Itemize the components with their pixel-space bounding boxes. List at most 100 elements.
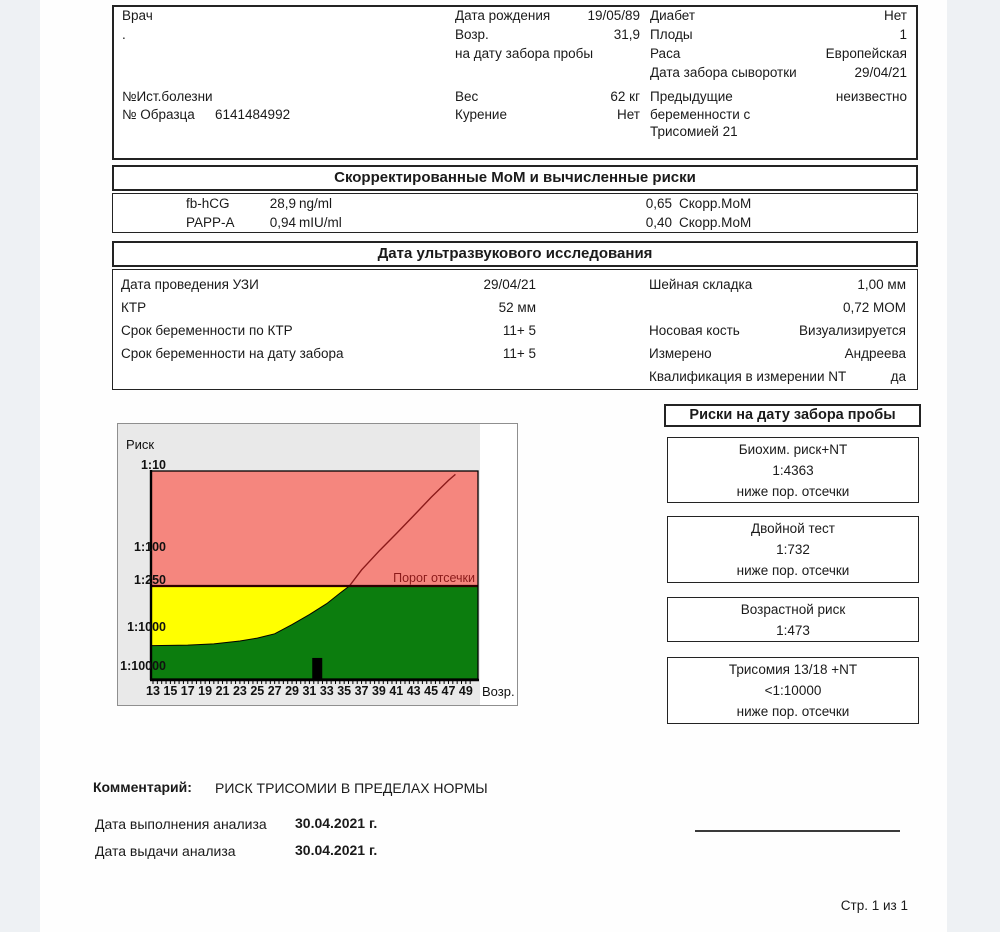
mom-label: Скорр.МоМ [679, 215, 752, 230]
marker-name: PAPP-A [186, 215, 235, 230]
right-margin-strip [947, 0, 1000, 932]
x-tick-label: 49 [459, 684, 473, 698]
comment-text: РИСК ТРИСОМИИ В ПРЕДЕЛАХ НОРМЫ [215, 780, 488, 796]
marker-unit: mIU/ml [299, 215, 342, 230]
x-tick-label: 31 [302, 684, 316, 698]
smoking-value: Нет [617, 107, 640, 122]
fetuses-label: Плоды [650, 27, 693, 42]
risk-age-chart-panel: 1:10 1:100 1:250 1:1000 1:10000 13 15 17 19 21 23 2… [117, 423, 518, 706]
risk-value: 1:4363 [772, 463, 814, 478]
us-date-value: 29/04/21 [483, 277, 536, 292]
y-tick-label: 1:250 [134, 573, 166, 587]
x-tick-label: 17 [181, 684, 195, 698]
serum-date-label: Дата забора сыворотки [650, 65, 797, 80]
risk-title: Биохим. риск+NT [738, 442, 848, 457]
fetuses-value: 1 [899, 27, 907, 42]
nt-label: Шейная складка [649, 277, 753, 292]
ultrasound-section-header: Дата ультразвукового исследования [112, 241, 918, 267]
signature-line [695, 830, 900, 832]
ultrasound-table: Дата проведения УЗИ 29/04/21 КТР 52 мм С… [112, 269, 918, 390]
high-risk-region [151, 471, 478, 586]
birth-date-value: 19/05/89 [587, 8, 640, 23]
x-tick-label: 47 [442, 684, 456, 698]
history-number-label: №Ист.болезни [122, 89, 213, 104]
y-axis-title: Риск [126, 437, 154, 452]
x-tick-label: 43 [407, 684, 421, 698]
us-date-label: Дата проведения УЗИ [121, 277, 259, 292]
risks-section-header: Риски на дату забора пробы [664, 404, 921, 427]
left-margin-strip [0, 0, 40, 932]
patient-info-table: Врач . №Ист.болезни № Образца 6141484992… [112, 5, 918, 160]
previous-pregnancies-label-3: Трисомией 21 [650, 124, 738, 139]
x-tick-label: 35 [337, 684, 351, 698]
x-tick-label: 19 [198, 684, 212, 698]
nt-mom-value: 0,72 МОМ [842, 300, 906, 315]
race-label: Раса [650, 46, 681, 61]
age-risk-curve-high [348, 473, 456, 587]
nt-qualification-label: Квалификация в измерении NT [649, 369, 847, 384]
x-tick-label: 29 [285, 684, 299, 698]
patient-age-marker [312, 657, 323, 679]
analysis-issued-date-value: 30.04.2021 г. [295, 842, 378, 858]
x-axis-title: Возр. [482, 684, 515, 699]
mom-label: Скорр.МоМ [679, 196, 752, 211]
analysis-issued-date-label: Дата выдачи анализа [95, 843, 236, 859]
crl-value: 52 мм [498, 300, 536, 315]
nt-qualification-value: да [890, 369, 906, 384]
ga-by-crl-value: 11+ 5 [502, 323, 536, 338]
x-tick-label: 13 [146, 684, 160, 698]
age-sub-label: на дату забора пробы [455, 46, 594, 61]
risk-title: Двойной тест [751, 521, 835, 536]
low-risk-region [151, 586, 478, 679]
risk-box-trisomy-13-18: Трисомия 13/18 +NT <1:10000 ниже пор. от… [667, 657, 919, 724]
previous-pregnancies-value: неизвестно [835, 89, 907, 104]
previous-pregnancies-label-2: беременности с [650, 107, 751, 122]
age-value: 31,9 [613, 27, 640, 42]
risk-value: 1:473 [776, 623, 810, 638]
previous-pregnancies-label-1: Предыдущие [650, 89, 733, 104]
y-tick-label: 1:10 [141, 458, 166, 472]
diabetes-label: Диабет [650, 8, 696, 23]
mom-value: 0,40 [645, 215, 672, 230]
x-tick-label: 41 [389, 684, 403, 698]
nasal-bone-label: Носовая кость [649, 323, 740, 338]
sample-number-value: 6141484992 [215, 107, 291, 122]
doctor-value: . [122, 27, 126, 42]
risk-box-biochem-nt: Биохим. риск+NT 1:4363 ниже пор. отсечки [667, 437, 919, 503]
x-tick-label: 37 [355, 684, 369, 698]
x-tick-label: 25 [250, 684, 264, 698]
analysis-performed-date-label: Дата выполнения анализа [95, 816, 267, 832]
age-label: Возр. [455, 27, 489, 42]
page-number: Стр. 1 из 1 [840, 898, 908, 913]
x-tick-label: 21 [216, 684, 230, 698]
x-tick-label: 15 [163, 684, 177, 698]
nasal-bone-value: Визуализируется [799, 323, 906, 338]
x-tick-label: 39 [372, 684, 386, 698]
smoking-label: Курение [455, 107, 507, 122]
risk-note: ниже пор. отсечки [736, 704, 850, 719]
nt-value: 1,00 мм [857, 277, 906, 292]
ga-by-crl-label: Срок беременности по КТР [121, 323, 293, 338]
measured-by-value: Андреева [844, 346, 906, 361]
serum-date-value: 29/04/21 [854, 65, 907, 80]
weight-value: 62 кг [610, 89, 640, 104]
risk-value: <1:10000 [764, 683, 822, 698]
risk-title: Возрастной риск [740, 602, 846, 617]
ga-at-sampling-value: 11+ 5 [502, 346, 536, 361]
comment-label: Комментарий: [93, 779, 192, 795]
risk-box-age-risk: Возрастной риск 1:473 [667, 597, 919, 642]
y-tick-label: 1:100 [134, 540, 166, 554]
marker-value: 0,94 [269, 215, 296, 230]
risk-box-double-test: Двойной тест 1:732 ниже пор. отсечки [667, 516, 919, 583]
x-tick-label: 23 [233, 684, 247, 698]
mom-value: 0,65 [645, 196, 672, 211]
y-tick-label: 1:10000 [120, 659, 166, 673]
marker-value: 28,9 [269, 196, 296, 211]
weight-label: Вес [455, 89, 479, 104]
mom-table: fb-hCG 28,9 ng/ml 0,65 Скорр.МоМ PAPP-A … [112, 193, 918, 233]
risk-note: ниже пор. отсечки [736, 484, 850, 499]
diabetes-value: Нет [884, 8, 907, 23]
marker-name: fb-hCG [186, 196, 230, 211]
